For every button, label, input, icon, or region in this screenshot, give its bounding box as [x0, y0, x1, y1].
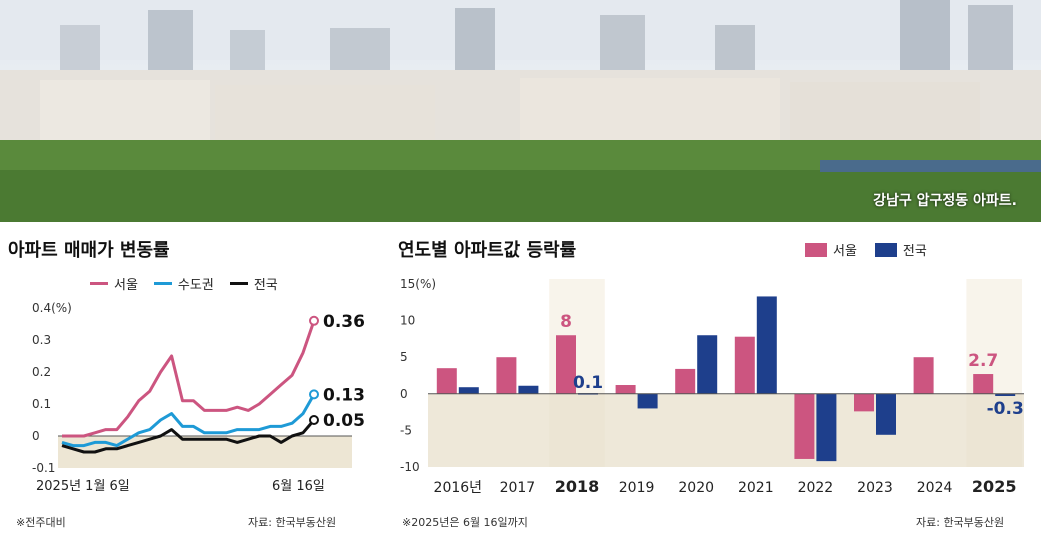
legend-swatch-capital [153, 282, 172, 285]
y-tick-label: 0.4(%) [32, 301, 72, 315]
series-end-label-2: 0.05 [323, 411, 365, 431]
bar-value-label: 8 [560, 312, 572, 332]
bar-seoul [496, 357, 517, 394]
bar-nation [816, 393, 837, 462]
series-end-label-0: 0.36 [323, 312, 365, 332]
bar-seoul [734, 336, 755, 394]
series-end-marker-1 [309, 389, 319, 400]
y-tick-label: 0.1 [32, 397, 51, 411]
left-chart-note: ※전주대비 [16, 516, 66, 529]
x-tick-label: 2017 [500, 480, 536, 496]
x-tick-label: 2018 [555, 477, 600, 496]
negative-area [58, 436, 352, 468]
x-tick-label: 2019 [619, 480, 655, 496]
left-chart-legend: 서울 수도권 전국 [90, 274, 278, 293]
y-tick-label: 0.2 [32, 365, 51, 379]
series-line-1 [61, 393, 316, 448]
x-tick-label: 2023 [857, 480, 893, 496]
bar-seoul [436, 368, 457, 394]
bar-nation [518, 385, 539, 394]
left-chart-source: 자료: 한국부동산원 [248, 516, 337, 529]
bar-nation [756, 296, 777, 394]
legend-label-nation: 전국 [253, 278, 278, 293]
y-tick-label: -10 [400, 460, 420, 474]
bar-seoul [973, 374, 994, 394]
legend-swatch-seoul [90, 282, 108, 285]
bar-nation [637, 393, 658, 409]
bar-seoul [913, 357, 934, 394]
negative-area [428, 393, 1024, 467]
bar-seoul [615, 385, 636, 394]
legend-label-nation-bar: 전국 [902, 244, 927, 259]
x-tick-label: 2022 [798, 480, 834, 496]
y-tick-label: 5 [400, 350, 408, 364]
legend-label-seoul: 서울 [114, 278, 138, 293]
x-start-label: 2025년 1월 6일 [36, 479, 130, 494]
y-tick-label: 0 [32, 429, 40, 443]
series-line-2 [61, 419, 316, 454]
bar-seoul [675, 368, 696, 394]
series-end-marker-0 [309, 315, 319, 326]
y-tick-label: -5 [400, 423, 412, 437]
x-tick-label: 2025 [972, 477, 1017, 496]
y-tick-label: 15(%) [400, 277, 436, 291]
x-end-label: 6월 16일 [272, 479, 325, 494]
apartment-photo: 강남구 압구정동 아파트. [0, 0, 1041, 222]
bar-nation [876, 393, 896, 435]
series-line-0 [62, 320, 316, 438]
left-line-chart: 0.4(%) 0.3 0.2 0.1 0 -0.1 0.36 0.13 0.05 2025년 1월… [32, 301, 365, 494]
series-end-marker-2 [309, 415, 319, 425]
left-chart-title: 아파트 매매가 변동률 [8, 240, 170, 261]
bar-value-label: -0.3 [987, 399, 1024, 419]
photo-caption: 강남구 압구정동 아파트. [873, 193, 1017, 209]
bar-nation [697, 335, 718, 394]
right-chart-legend: 서울 전국 [805, 240, 927, 259]
x-tick-label: 2024 [917, 480, 953, 496]
x-tick-label: 2020 [678, 480, 714, 496]
bar-seoul [854, 393, 874, 412]
bar-seoul [556, 335, 576, 394]
right-chart-title: 연도별 아파트값 등락률 [398, 240, 577, 261]
x-tick-label: 2021 [738, 480, 774, 496]
y-tick-label: -0.1 [32, 461, 55, 475]
legend-label-seoul-bar: 서울 [833, 244, 857, 259]
legend-swatch-nation [229, 282, 248, 285]
y-tick-label: 10 [400, 314, 415, 328]
right-bar-chart: 15(%) 10 5 0 -5 -10 2016년 2017 2018 2019 2020 2021 2… [400, 277, 1024, 496]
bar-nation [995, 393, 1016, 396]
bar-value-label: 0.1 [573, 373, 603, 393]
skyline-illustration [0, 0, 1041, 222]
right-chart-note: ※2025년은 6월 16일까지 [402, 516, 528, 529]
right-chart-source: 자료: 한국부동산원 [916, 516, 1005, 529]
legend-label-capital: 수도권 [177, 278, 214, 293]
x-tick-label: 2016년 [434, 480, 483, 496]
legend-swatch-nation-bar [874, 242, 897, 257]
y-tick-label: 0.3 [32, 333, 51, 347]
legend-swatch-seoul-bar [805, 242, 827, 257]
series-end-label-1: 0.13 [323, 385, 365, 405]
bar-nation [458, 387, 479, 394]
bar-seoul [794, 393, 815, 459]
y-tick-label: 0 [400, 387, 408, 401]
bar-value-label: 2.7 [968, 351, 998, 371]
